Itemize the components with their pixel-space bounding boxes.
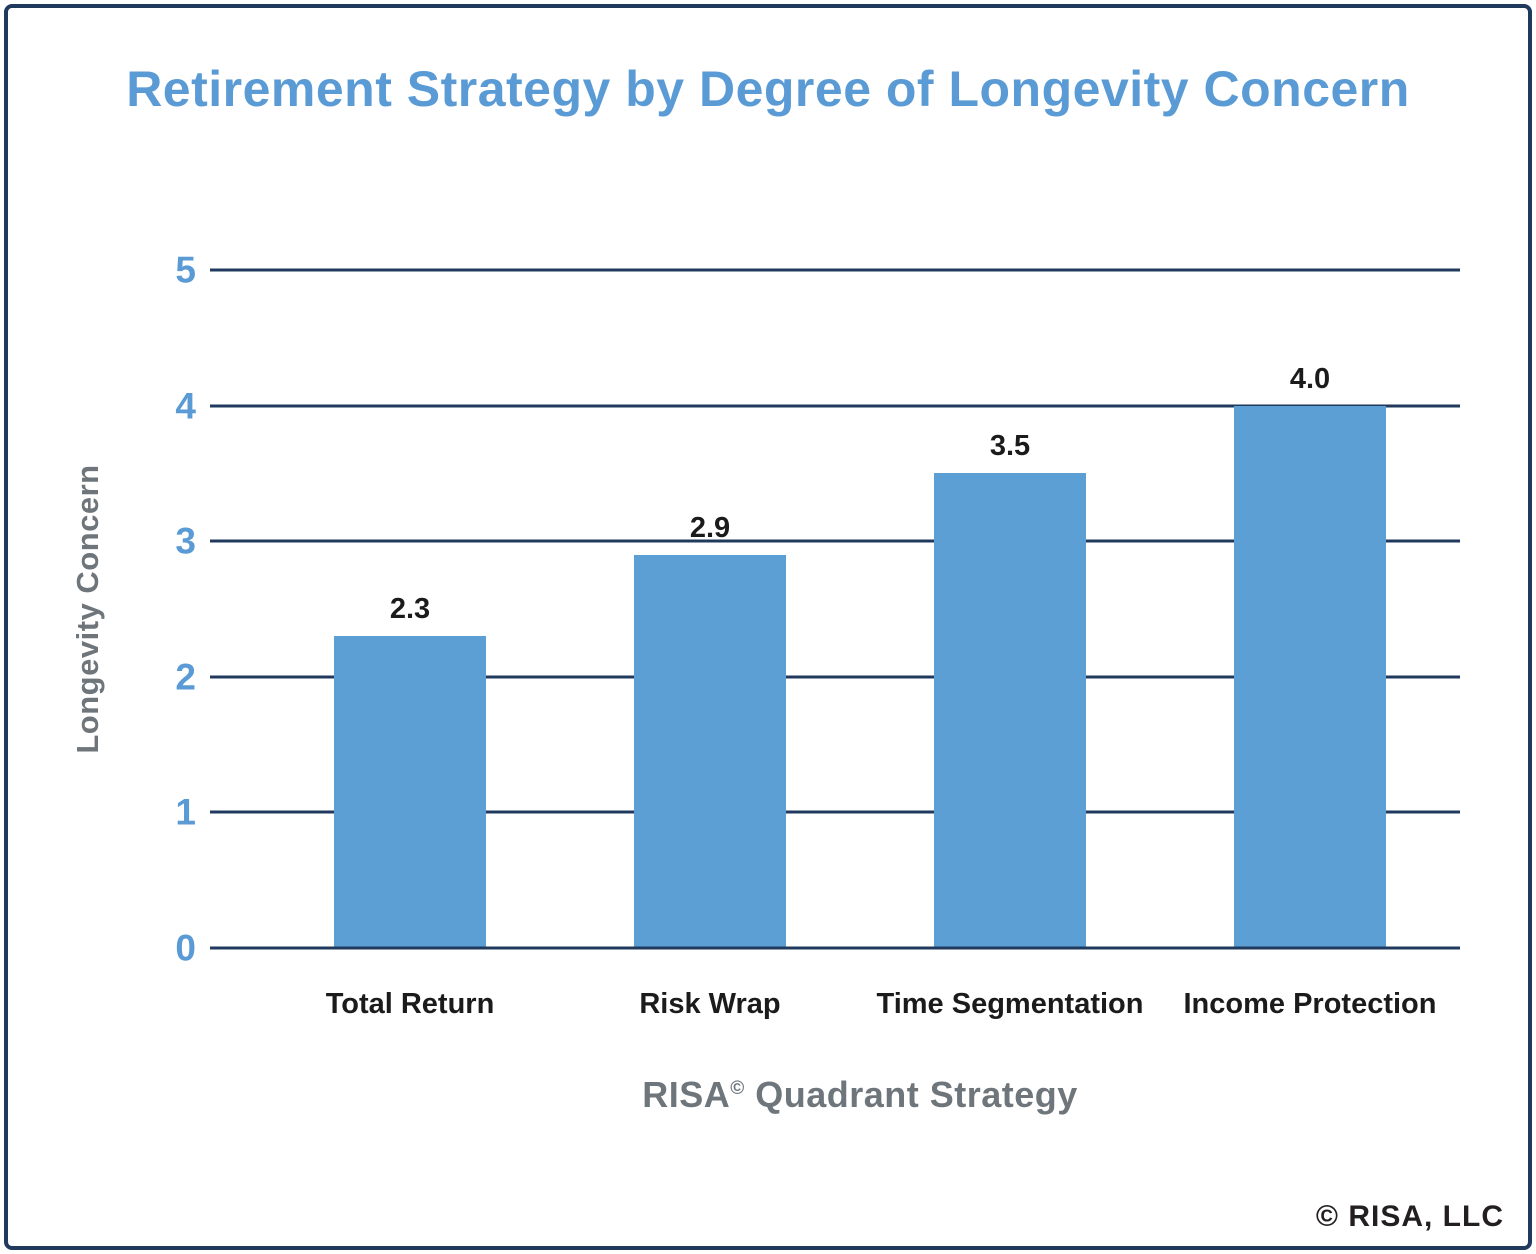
bar-cell-2: 3.5 xyxy=(860,270,1160,948)
x-category-label: Total Return xyxy=(325,988,495,1020)
bar xyxy=(634,554,786,948)
bar-value-label: 3.5 xyxy=(989,430,1031,463)
y-tick-label-0: 0 xyxy=(175,927,196,969)
copyright-notice: © RISA, LLC xyxy=(1315,1200,1504,1233)
bar-cell-3: 4.0 xyxy=(1160,270,1460,948)
x-category-label: Time Segmentation xyxy=(876,988,1144,1020)
y-tick-label-4: 4 xyxy=(175,385,196,427)
bar xyxy=(934,473,1086,948)
x-category-label: Risk Wrap xyxy=(639,988,781,1020)
bar-value-label: 2.9 xyxy=(689,511,731,544)
bar xyxy=(334,636,486,948)
gridline-y-3 xyxy=(210,539,1460,543)
gridline-y-0 xyxy=(210,946,1460,950)
bar-value-label: 4.0 xyxy=(1289,362,1331,395)
x-axis-title: RISA© Quadrant Strategy xyxy=(260,1074,1460,1116)
bar xyxy=(1234,405,1386,948)
plot-area: 2.3 2.9 3.5 4.0 xyxy=(210,268,1460,950)
x-axis-category-labels: Total Return Risk Wrap Time Segmentation In… xyxy=(260,988,1460,1021)
gridline-y-2 xyxy=(210,675,1460,679)
x-axis-title-brand: RISA xyxy=(642,1074,731,1115)
gridline-y-4 xyxy=(210,404,1460,408)
y-axis-title: Longevity Concern xyxy=(70,464,105,754)
y-tick-label-2: 2 xyxy=(175,656,196,698)
bar-value-label: 2.3 xyxy=(389,593,431,626)
chart-title: Retirement Strategy by Degree of Longevi… xyxy=(126,61,1410,117)
bars-layer: 2.3 2.9 3.5 4.0 xyxy=(260,270,1460,948)
gridline-y-5 xyxy=(210,268,1460,272)
copyright-symbol-superscript: © xyxy=(730,1078,745,1099)
x-category-label: Income Protection xyxy=(1183,988,1437,1020)
x-axis-title-rest: Quadrant Strategy xyxy=(744,1074,1078,1115)
y-tick-label-1: 1 xyxy=(175,791,196,833)
bar-cell-1: 2.9 xyxy=(560,270,860,948)
gridline-y-1 xyxy=(210,810,1460,814)
y-tick-label-5: 5 xyxy=(175,249,196,291)
bar-cell-0: 2.3 xyxy=(260,270,560,948)
y-tick-label-3: 3 xyxy=(175,520,196,562)
